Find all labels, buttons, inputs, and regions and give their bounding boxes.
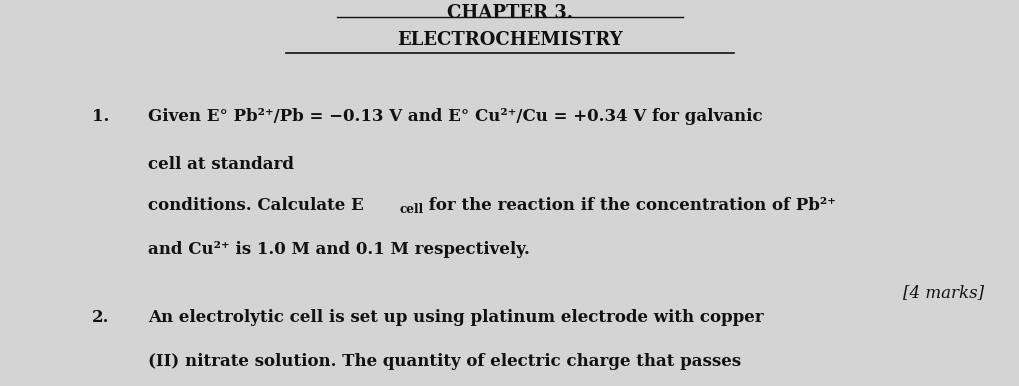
Text: ELECTROCHEMISTRY: ELECTROCHEMISTRY [396, 31, 623, 49]
Text: for the reaction if the concentration of Pb²⁺: for the reaction if the concentration of… [423, 197, 836, 214]
Text: (II) nitrate solution. The quantity of electric charge that passes: (II) nitrate solution. The quantity of e… [148, 353, 740, 370]
Text: cell at standard: cell at standard [148, 156, 293, 173]
Text: 2.: 2. [92, 309, 109, 326]
Text: cell: cell [399, 203, 424, 217]
Text: Given E° Pb²⁺/Pb = −0.13 V and E° Cu²⁺/Cu = +0.34 V for galvanic: Given E° Pb²⁺/Pb = −0.13 V and E° Cu²⁺/C… [148, 108, 762, 125]
Text: [4 marks]: [4 marks] [902, 284, 983, 301]
Text: 1.: 1. [92, 108, 109, 125]
Text: CHAPTER 3.: CHAPTER 3. [446, 4, 573, 22]
Text: and Cu²⁺ is 1.0 M and 0.1 M respectively.: and Cu²⁺ is 1.0 M and 0.1 M respectively… [148, 241, 529, 258]
Text: An electrolytic cell is set up using platinum electrode with copper: An electrolytic cell is set up using pla… [148, 309, 763, 326]
Text: conditions. Calculate E: conditions. Calculate E [148, 197, 364, 214]
